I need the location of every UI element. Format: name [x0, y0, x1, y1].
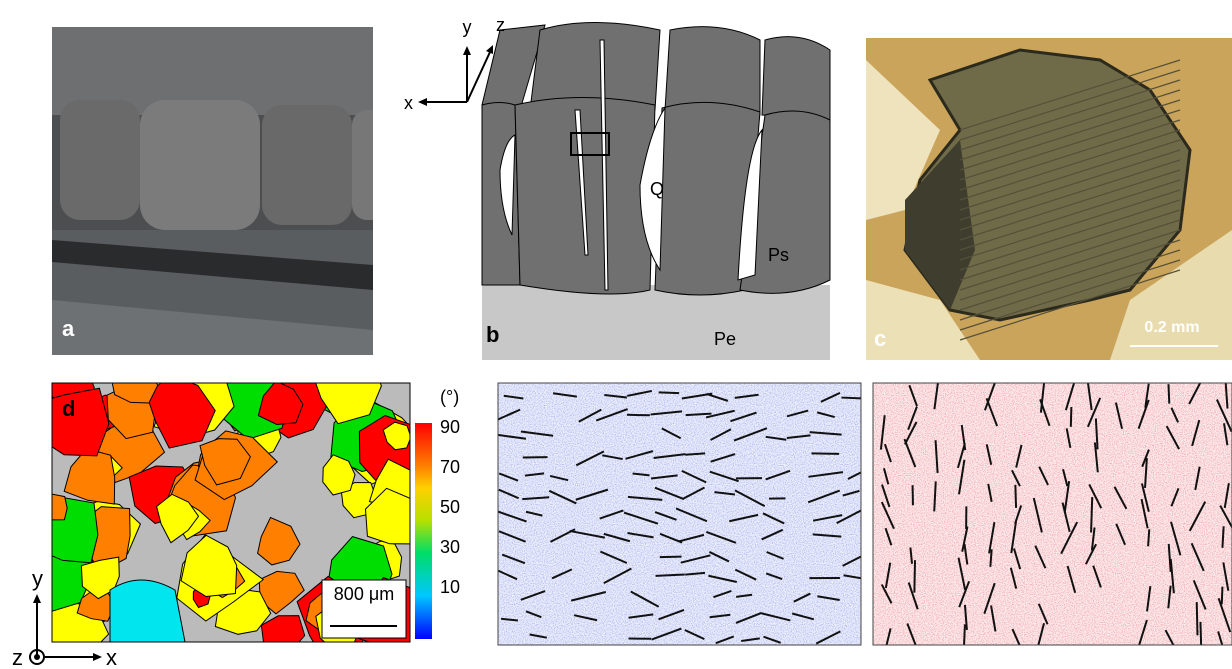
- panel-c: 0.2 mm c: [866, 38, 1232, 360]
- colorbar-label: 90: [440, 417, 460, 437]
- axis-label: y: [32, 566, 43, 591]
- axis-label: z: [12, 645, 23, 669]
- orientation-line: [1015, 485, 1016, 508]
- grain: [261, 616, 304, 661]
- colorbar-label: 30: [440, 537, 460, 557]
- grain: [42, 494, 67, 520]
- scale-bar-label: 800 μm: [334, 584, 394, 604]
- orientation-line: [1222, 526, 1223, 548]
- orientation-line: [1222, 587, 1223, 605]
- orientation-line: [1071, 407, 1072, 427]
- orientation-line: [990, 549, 991, 567]
- panel-label: d: [62, 396, 75, 421]
- orientation-line: [656, 574, 685, 575]
- colorbar-label: 70: [440, 457, 460, 477]
- orientation-line: [1148, 529, 1149, 546]
- axis-label: x: [106, 645, 117, 669]
- panel-b: Q Ps Pe b y z x: [404, 15, 830, 360]
- panel-d: 800 μm d (°) 90 70 50 30 10 y z x: [12, 356, 460, 669]
- axis-label: y: [463, 17, 472, 37]
- orientation-line: [1197, 602, 1198, 635]
- grain: [110, 580, 185, 642]
- panel-label: a: [62, 316, 75, 341]
- colorbar-unit: (°): [440, 387, 459, 407]
- orientation-line: [1200, 622, 1201, 650]
- panel-e: [493, 383, 868, 645]
- colorbar-label: 50: [440, 497, 460, 517]
- orientation-line: [914, 560, 915, 593]
- region-label: Ps: [768, 245, 789, 265]
- panel-label: b: [486, 322, 499, 347]
- orientation-line: [659, 392, 679, 393]
- axis-label: x: [404, 93, 413, 113]
- orientation-line: [811, 453, 839, 454]
- region-label: Q: [650, 179, 664, 199]
- scale-bar-label: 0.2 mm: [1144, 319, 1199, 336]
- orientation-line: [841, 398, 862, 399]
- panel-a: a: [40, 20, 392, 355]
- orientation-line: [1168, 384, 1169, 403]
- orientation-line: [685, 453, 705, 454]
- axis-label: z: [496, 15, 505, 35]
- figure: a Q Ps Pe b y z x 0.2 mm c 800 μm d (°) …: [0, 0, 1232, 669]
- orientation-line: [1091, 497, 1092, 532]
- colorbar-label: 10: [440, 577, 460, 597]
- panel-label: c: [874, 326, 886, 351]
- panel-f: [873, 375, 1232, 650]
- region-label: Pe: [714, 329, 736, 349]
- colorbar: [415, 423, 432, 639]
